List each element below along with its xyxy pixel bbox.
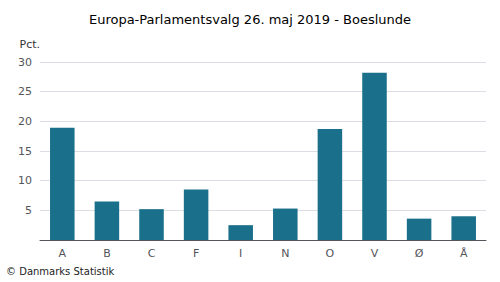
svg-text:15: 15 bbox=[18, 145, 32, 158]
svg-text:5: 5 bbox=[25, 204, 32, 217]
svg-text:20: 20 bbox=[18, 115, 32, 128]
svg-text:C: C bbox=[148, 247, 156, 260]
svg-text:Europa-Parlamentsvalg 26. maj: Europa-Parlamentsvalg 26. maj 2019 - Boe… bbox=[89, 12, 411, 27]
svg-text:25: 25 bbox=[18, 85, 32, 98]
svg-text:Ø: Ø bbox=[415, 247, 424, 260]
svg-text:O: O bbox=[326, 247, 335, 260]
svg-text:Pct.: Pct. bbox=[20, 38, 41, 51]
svg-text:B: B bbox=[103, 247, 111, 260]
svg-text:I: I bbox=[239, 247, 242, 260]
svg-text:N: N bbox=[281, 247, 289, 260]
svg-text:© Danmarks Statistik: © Danmarks Statistik bbox=[6, 266, 115, 277]
svg-text:Å: Å bbox=[460, 247, 468, 260]
svg-text:30: 30 bbox=[18, 56, 32, 69]
svg-text:10: 10 bbox=[18, 174, 32, 187]
svg-text:V: V bbox=[371, 247, 379, 260]
svg-text:F: F bbox=[193, 247, 199, 260]
svg-text:A: A bbox=[59, 247, 67, 260]
